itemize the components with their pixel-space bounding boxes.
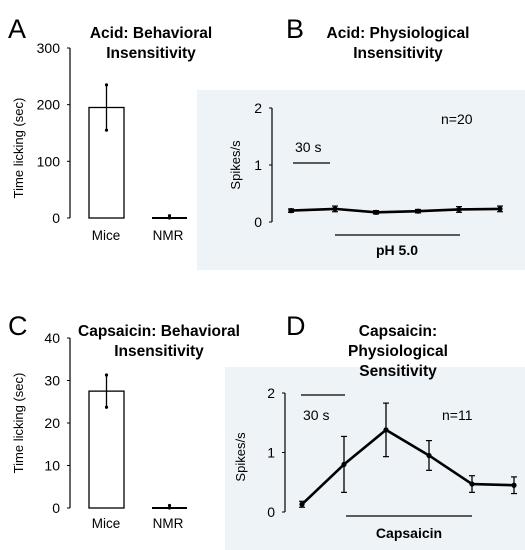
panel-c: C Capsaicin: Behavioral Insensitivity Ti… <box>8 311 240 531</box>
panel-a-errorcap-top-0 <box>104 83 109 87</box>
panel-a-errorcap-bottom-0 <box>104 128 109 132</box>
panel-c-ytick-label-2: 20 <box>44 415 60 431</box>
panel-b-stimulus-label: pH 5.0 <box>376 242 418 258</box>
panel-d-scale-label: 30 s <box>303 407 329 423</box>
panel-c-errorcap-top-1 <box>167 503 172 508</box>
panel-c-ytick-label-4: 40 <box>44 330 60 346</box>
panel-a-category-1: NMR <box>153 228 184 243</box>
panel-b-title-line1: Acid: Physiological <box>327 25 470 42</box>
panel-b-title-line2: Insensitivity <box>353 45 443 62</box>
panel-a-errorcap-top-1 <box>167 214 172 218</box>
panel-b-point-4 <box>456 206 462 213</box>
panel-d-stimulus-label: Capsaicin <box>376 525 442 541</box>
panel-a-category-0: Mice <box>92 228 121 243</box>
panel-b: B Acid: Physiological Insensitivity Spik… <box>228 14 503 258</box>
panel-b-point-1 <box>332 206 338 212</box>
panel-d-background <box>225 367 525 550</box>
panel-b-point-3 <box>415 208 421 214</box>
panel-d-series-line <box>301 428 515 506</box>
panel-c-category-0: Mice <box>92 516 121 531</box>
panel-d-point-4 <box>469 481 475 487</box>
panel-c-title-line1: Capsaicin: Behavioral <box>78 323 240 340</box>
panel-a-ytick-label-1: 100 <box>37 153 61 169</box>
panel-b-ytick-label-0: 0 <box>254 214 262 230</box>
panel-b-point-0 <box>288 208 294 214</box>
panel-d-title-line2: Physiological <box>348 343 448 360</box>
panel-a-title-line1: Acid: Behavioral <box>90 25 212 42</box>
panel-a-title-line2: Insensitivity <box>106 45 196 62</box>
panel-d-letter: D <box>286 311 306 341</box>
panel-d-n-label: n=11 <box>442 407 473 423</box>
panel-c-errorcap-bottom-0 <box>104 405 109 409</box>
panel-d-title-line1: Capsaicin: <box>359 323 437 340</box>
panel-d-point-0 <box>299 501 305 507</box>
panel-b-scale-label: 30 s <box>295 139 321 155</box>
panel-c-category-1: NMR <box>153 516 184 531</box>
panel-d-ylabel: Spikes/s <box>233 432 248 482</box>
panel-b-ytick-label-2: 2 <box>254 100 262 116</box>
panel-c-ytick-label-0: 0 <box>52 500 60 516</box>
panel-d-ytick-label-2: 2 <box>267 385 275 401</box>
panel-d-ytick-label-1: 1 <box>267 445 275 461</box>
panel-b-background <box>197 90 525 270</box>
panel-b-n-label: n=20 <box>441 111 473 127</box>
panel-d-title-line3: Sensitivity <box>359 363 437 380</box>
panel-b-ylabel: Spikes/s <box>228 140 243 190</box>
panel-b-letter: B <box>286 14 304 44</box>
panel-d-point-3 <box>426 452 432 459</box>
panel-a: A Acid: Behavioral Insensitivity Time li… <box>8 14 212 243</box>
panel-d-ytick-label-0: 0 <box>267 504 275 520</box>
panel-c-errorcap-bottom-1 <box>167 506 172 510</box>
panel-d-point-5 <box>511 482 517 488</box>
panel-b-series-line <box>290 207 501 214</box>
panel-b-point-2 <box>373 209 379 215</box>
panel-a-ytick-label-3: 300 <box>37 40 61 56</box>
panel-d: D Capsaicin: Physiological Sensitivity S… <box>233 311 517 541</box>
panel-c-errorcap-top-0 <box>104 373 109 377</box>
panel-d-point-1 <box>341 461 347 467</box>
panel-d-point-2 <box>383 427 389 433</box>
panel-a-letter: A <box>8 14 26 44</box>
panel-c-ytick-label-1: 10 <box>44 458 60 474</box>
panel-c-ylabel: Time licking (sec) <box>11 373 26 474</box>
panel-a-ylabel: Time licking (sec) <box>11 98 26 199</box>
panel-b-point-5 <box>497 206 503 212</box>
panel-a-ytick-label-0: 0 <box>52 210 60 226</box>
panel-a-errorcap-bottom-1 <box>167 216 172 220</box>
panel-b-ytick-label-1: 1 <box>254 157 262 173</box>
panel-c-title-line2: Insensitivity <box>114 343 204 360</box>
panel-c-ytick-label-3: 30 <box>44 373 60 389</box>
panel-a-ytick-label-2: 200 <box>37 97 61 113</box>
panel-c-letter: C <box>8 311 28 341</box>
